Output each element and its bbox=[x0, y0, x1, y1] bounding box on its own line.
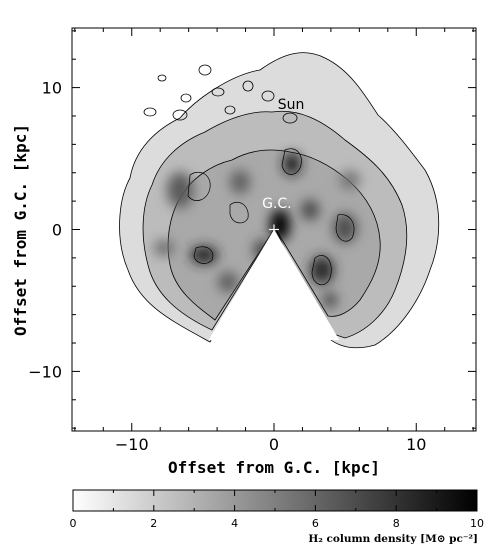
contour-island bbox=[211, 87, 225, 97]
dense-clump bbox=[340, 171, 360, 189]
y-tick-label: 0 bbox=[52, 221, 62, 240]
colorbar-tick-label: 4 bbox=[231, 517, 238, 530]
density-map bbox=[119, 52, 440, 349]
dense-clump bbox=[154, 240, 174, 256]
y-tick-label: 10 bbox=[42, 79, 62, 98]
axis-ticks: −10 0 10 10 0 −10 bbox=[28, 28, 476, 454]
dense-clump bbox=[301, 200, 319, 220]
contour-island bbox=[261, 90, 275, 102]
contour-line bbox=[187, 171, 211, 201]
colorbar-tick-label: 2 bbox=[150, 517, 157, 530]
dense-clump bbox=[218, 272, 238, 292]
sun-annotation: Sun bbox=[278, 97, 305, 113]
contour-line bbox=[281, 148, 302, 175]
contour-island bbox=[282, 112, 298, 124]
colorbar-label: H₂ column density [M⊙ pc⁻²] bbox=[308, 533, 478, 545]
colorbar-tick-label: 0 bbox=[70, 517, 77, 530]
x-tick-label: 10 bbox=[406, 435, 426, 454]
galactic-center-annotation: G.C. bbox=[262, 196, 292, 212]
dense-clump bbox=[167, 172, 193, 208]
colorbar bbox=[72, 489, 478, 512]
contour-island bbox=[180, 93, 192, 103]
dense-clump bbox=[323, 293, 337, 307]
dense-clump bbox=[283, 153, 301, 175]
contour-island bbox=[224, 105, 236, 115]
colorbar-ticks: 0 2 4 6 8 10 bbox=[70, 490, 484, 530]
colorbar-tick-label: 6 bbox=[312, 517, 319, 530]
contour-island bbox=[242, 80, 254, 92]
colorbar-tick-label: 8 bbox=[393, 517, 400, 530]
y-axis-label: Offset from G.C. [kpc] bbox=[11, 124, 30, 336]
dense-clump bbox=[310, 256, 334, 284]
y-tick-label: −10 bbox=[28, 362, 62, 381]
contour-line bbox=[335, 214, 355, 242]
contour-line bbox=[193, 246, 214, 264]
contour-island bbox=[143, 107, 157, 117]
x-tick-label: −10 bbox=[115, 435, 149, 454]
dense-clump bbox=[230, 170, 250, 194]
galactic-center-marker bbox=[269, 224, 279, 235]
contour-line bbox=[229, 201, 249, 224]
colorbar-tick-label: 10 bbox=[470, 517, 484, 530]
contour-island bbox=[198, 64, 212, 76]
x-tick-label: 0 bbox=[269, 435, 279, 454]
contour-island bbox=[157, 74, 167, 82]
excluded-wedge bbox=[208, 229, 340, 341]
x-axis-label: Offset from G.C. [kpc] bbox=[168, 458, 380, 477]
contour-island bbox=[172, 109, 188, 121]
dense-clump bbox=[333, 213, 357, 243]
contour-line bbox=[311, 255, 332, 286]
